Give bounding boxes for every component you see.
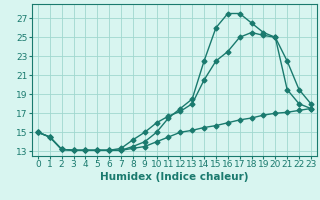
X-axis label: Humidex (Indice chaleur): Humidex (Indice chaleur) xyxy=(100,172,249,182)
